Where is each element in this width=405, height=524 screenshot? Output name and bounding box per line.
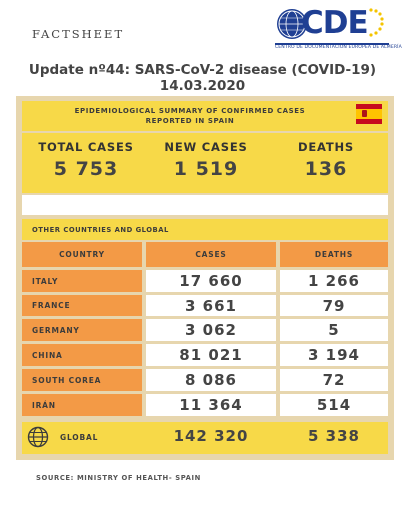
deaths-cell: 79 [280, 295, 388, 316]
global-cases-value: 142 320 [173, 427, 249, 445]
spain-summary-box [22, 133, 388, 193]
deaths-cell: 1 266 [280, 270, 388, 292]
deaths-cell: 3 194 [280, 344, 388, 366]
epidemiological-banner-text: EPIDEMIOLOGICAL SUMMARY OF CONFIRMED CAS… [40, 106, 340, 126]
new-cases-value: 1 519 [173, 158, 239, 180]
country-cell: GERMANY [22, 319, 142, 341]
cases-cell: 8 086 [146, 369, 276, 391]
banner-line-2: REPORTED IN SPAIN [145, 117, 235, 125]
global-row [22, 422, 388, 454]
spacer-row [22, 195, 388, 215]
eu-stars-icon [369, 8, 384, 37]
update-title: Update nº44: SARS-CoV-2 disease (COVID-1… [28, 62, 377, 78]
cases-cell: 81 021 [146, 344, 276, 366]
cases-cell: 3 661 [146, 295, 276, 316]
source-note: SOURCE: MINISTRY OF HEALTH- SPAIN [36, 474, 201, 482]
global-deaths-value: 5 338 [308, 427, 360, 445]
logo-globe-icon [277, 9, 307, 39]
total-cases-label: TOTAL CASES [38, 140, 134, 154]
column-header-country: COUNTRY [22, 242, 142, 267]
cde-logo: CDE CENTRO DE DOCUMENTACIÓN EUROPEA DE A… [273, 3, 402, 56]
logo-underline [275, 43, 389, 45]
deaths-cell: 514 [280, 394, 388, 416]
logo-subtitle: CENTRO DE DOCUMENTACIÓN EUROPEA DE ALMER… [275, 45, 402, 50]
other-countries-banner [22, 219, 388, 240]
country-cell: FRANCE [22, 295, 142, 316]
deaths-cell: 5 [280, 319, 388, 341]
cases-cell: 17 660 [146, 270, 276, 292]
country-cell: CHINA [22, 344, 142, 366]
column-header-cases: CASES [146, 242, 276, 267]
total-cases-value: 5 753 [53, 158, 119, 180]
new-cases-label: NEW CASES [164, 140, 248, 154]
update-date: 14.03.2020 [159, 78, 246, 94]
deaths-cell: 72 [280, 369, 388, 391]
country-cell: ITALY [22, 270, 142, 292]
country-cell: SOUTH COREA [22, 369, 142, 391]
cases-cell: 3 062 [146, 319, 276, 341]
spain-flag-icon [356, 104, 382, 124]
epidemiological-banner [22, 101, 388, 131]
logo-letters: CDE [301, 5, 369, 41]
column-header-deaths: DEATHS [280, 242, 388, 267]
cases-cell: 11 364 [146, 394, 276, 416]
country-cell: IRÁN [22, 394, 142, 416]
factsheet-label: FACTSHEET [32, 27, 125, 41]
banner-line-1: EPIDEMIOLOGICAL SUMMARY OF CONFIRMED CAS… [74, 107, 306, 115]
globe-icon [27, 426, 49, 448]
other-countries-banner-text: OTHER COUNTRIES AND GLOBAL [32, 226, 169, 234]
deaths-value: 136 [304, 158, 348, 180]
deaths-label: DEATHS [298, 140, 354, 154]
global-label: GLOBAL [60, 433, 99, 442]
